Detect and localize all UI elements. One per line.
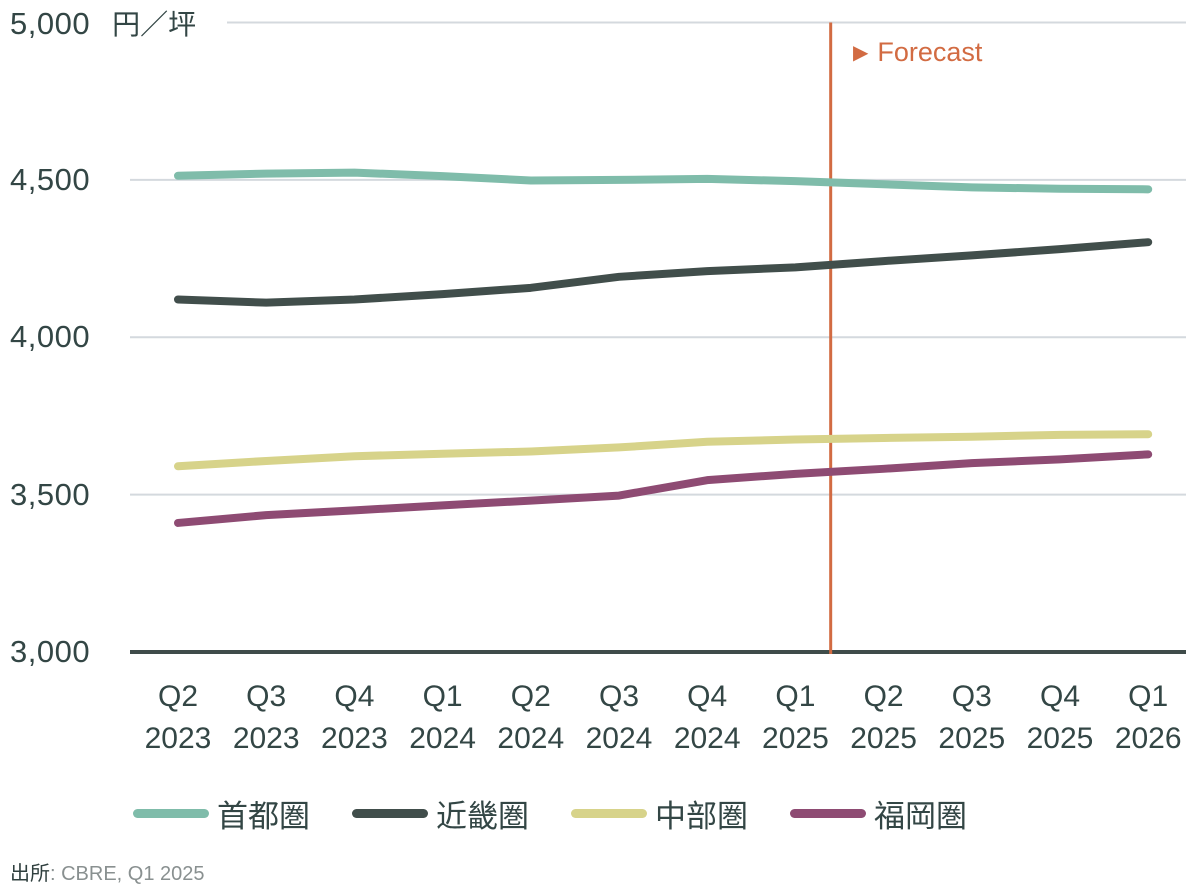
y-tick-label-3000: 3,000 [10, 634, 91, 669]
x-tick-label-9: Q3 2025 [910, 676, 1034, 760]
legend-label: 近畿圏 [436, 798, 529, 834]
x-tick-year: 2024 [585, 722, 653, 755]
x-tick-quarter: Q3 [951, 680, 992, 713]
series-line-首都圏 [174, 168, 1153, 194]
y-tick-label-4500: 4,500 [10, 161, 91, 197]
y-axis-top-tick-label: 5,000 [10, 6, 91, 41]
x-tick-label-6: Q4 2024 [645, 676, 769, 760]
x-tick-quarter: Q2 [510, 680, 551, 713]
forecast-label: ▶ Forecast [853, 37, 982, 68]
x-tick-quarter: Q2 [863, 680, 904, 713]
legend-label: 中部圏 [655, 798, 748, 834]
x-tick-year: 2024 [497, 722, 565, 755]
x-tick-label-7: Q1 2025 [733, 676, 857, 760]
x-tick-quarter: Q1 [775, 680, 816, 713]
x-tick-label-4: Q2 2024 [469, 676, 593, 760]
x-tick-quarter: Q3 [598, 680, 640, 713]
legend-item-近畿圏: 近畿圏 [352, 791, 529, 836]
y-tick-label-4000: 4,000 [10, 319, 91, 355]
legend-label: 首都圏 [217, 798, 310, 834]
series-line-近畿圏 [174, 238, 1153, 307]
x-tick-label-3: Q1 2024 [381, 676, 505, 760]
x-tick-label-11: Q1 2026 [1086, 676, 1200, 760]
x-tick-quarter: Q4 [1039, 680, 1081, 713]
series-line-福岡圏 [174, 450, 1153, 527]
x-tick-year: 2024 [673, 722, 741, 755]
x-tick-quarter: Q3 [246, 680, 287, 713]
series-line-中部圏 [174, 430, 1153, 471]
legend-swatch [133, 808, 209, 818]
x-tick-year: 2025 [1026, 722, 1094, 755]
x-tick-quarter: Q1 [422, 680, 463, 713]
x-tick-year: 2026 [1114, 722, 1182, 755]
x-tick-year: 2023 [144, 722, 212, 755]
x-tick-quarter: Q4 [334, 680, 375, 713]
x-tick-quarter: Q1 [1128, 680, 1169, 713]
x-tick-quarter: Q2 [157, 680, 199, 713]
x-tick-year: 2025 [850, 722, 917, 755]
x-tick-label-8: Q2 2025 [822, 676, 946, 760]
source-detail: : CBRE, Q1 2025 [50, 863, 205, 885]
legend-label: 福岡圏 [874, 798, 967, 834]
legend-swatch [790, 808, 866, 818]
legend-item-中部圏: 中部圏 [571, 791, 748, 836]
legend-item-首都圏: 首都圏 [133, 791, 310, 836]
y-tick-label-3500: 3,500 [10, 476, 91, 512]
forecast-label-text: Forecast [877, 37, 983, 67]
legend-item-福岡圏: 福岡圏 [790, 791, 967, 836]
x-tick-label-2: Q4 2023 [292, 676, 416, 760]
x-tick-year: 2023 [232, 722, 300, 755]
source-note: 出所: CBRE, Q1 2025 [10, 857, 205, 886]
x-tick-label-10: Q4 2025 [998, 676, 1122, 760]
legend-swatch [352, 808, 428, 818]
legend-swatch [571, 808, 647, 818]
x-tick-label-5: Q3 2024 [557, 676, 681, 760]
x-tick-label-1: Q3 2023 [204, 676, 328, 760]
x-tick-label-0: Q2 2023 [116, 676, 240, 760]
x-tick-year: 2025 [938, 722, 1006, 755]
x-tick-year: 2024 [409, 722, 476, 755]
y-axis-unit-label: 円／坪 [112, 9, 197, 40]
forecast-marker-icon: ▶ [853, 41, 869, 64]
x-tick-year: 2023 [321, 722, 388, 755]
y-axis-top-label-group: 5,000 円／坪 [10, 3, 196, 43]
x-tick-quarter: Q4 [687, 680, 728, 713]
chart-legend: 首都圏 近畿圏 中部圏 福岡圏 [133, 795, 967, 834]
x-tick-year: 2025 [762, 722, 829, 755]
source-label: 出所 [10, 863, 50, 885]
